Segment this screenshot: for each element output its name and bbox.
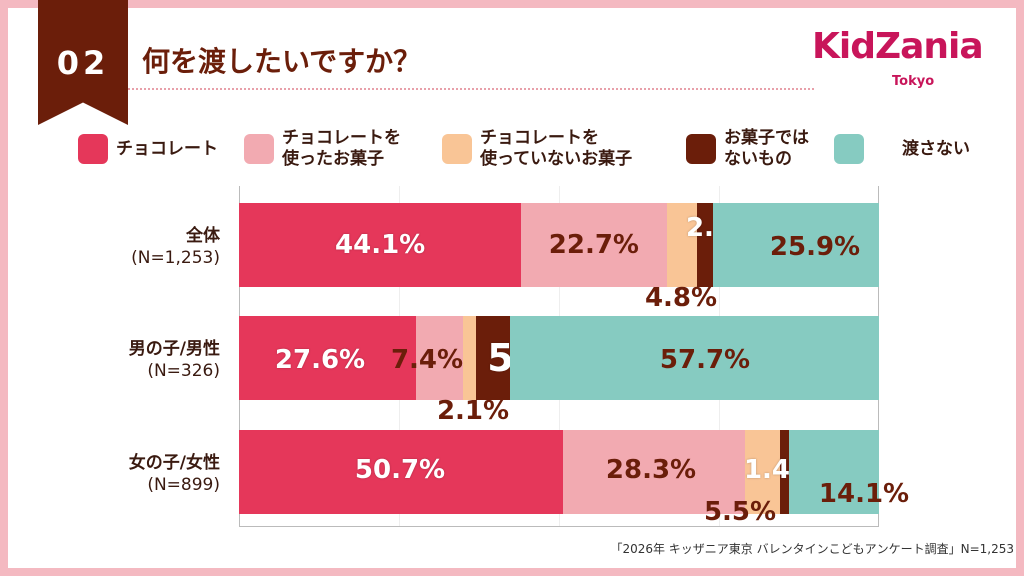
category-n: (N=899): [147, 475, 220, 495]
legend-item: お菓子では ないもの: [686, 128, 809, 170]
legend-label: チョコレートを 使ったお菓子: [282, 128, 401, 170]
data-label: 44.1%: [335, 230, 426, 260]
legend-label-line: 使っていないお菓子: [480, 149, 633, 169]
legend-item: チョコレートを 使っていないお菓子: [442, 128, 632, 170]
legend-label-line: 使ったお菓子: [282, 149, 384, 169]
bar-segment: [713, 203, 879, 287]
category-n: (N=1,253): [131, 248, 220, 268]
bar-segment: [239, 203, 522, 287]
category-n: (N=326): [147, 361, 220, 381]
bar-segment: [476, 316, 510, 400]
category-label: 女の子/女性 (N=899): [20, 452, 220, 496]
legend-swatch: [78, 134, 108, 164]
legend-item: 渡さない: [834, 128, 970, 170]
data-label: 25.9%: [769, 232, 861, 262]
legend-swatch: [834, 134, 864, 164]
category-name: 男の子/男性: [128, 339, 220, 359]
legend-item: チョコレートを 使ったお菓子: [244, 128, 401, 170]
category-name: 女の子/女性: [128, 453, 220, 473]
legend-label-line: チョコレートを: [480, 128, 599, 148]
bar-segment: [779, 430, 789, 514]
bar-segment: [239, 316, 416, 400]
data-label: 57.7%: [659, 345, 751, 375]
data-label: 14.1%: [818, 479, 910, 509]
legend-label: チョコレートを 使っていないお菓子: [480, 128, 632, 170]
legend-label-line: お菓子では: [724, 128, 809, 148]
data-label: 5.5%: [703, 497, 777, 527]
legend-label-line: 渡さない: [902, 138, 970, 159]
bar-segment: [463, 316, 477, 400]
category-label: 男の子/男性 (N=326): [20, 338, 220, 382]
page-title: 何を渡したいですか？: [142, 45, 422, 78]
bar-segment: [788, 430, 879, 514]
category-name: 全体: [186, 226, 220, 246]
legend-label-line: チョコレート: [116, 138, 218, 159]
legend-label-line: チョコレートを: [282, 128, 401, 148]
legend-label-line: ないもの: [724, 149, 792, 169]
question-number: 02: [56, 44, 110, 82]
category-label: 全体 (N=1,253): [20, 225, 220, 269]
bar-segment: [697, 203, 714, 287]
kidzania-logo: KidZania Tokyo: [812, 26, 1012, 96]
legend-label: 渡さない: [902, 139, 970, 160]
bar-segment: [415, 316, 463, 400]
data-label: 28.3%: [605, 455, 697, 485]
bar-segment: [744, 430, 780, 514]
legend-item: チョコレート: [78, 128, 218, 170]
bar-segment: [509, 316, 879, 400]
data-label: 4.8%: [644, 283, 718, 313]
data-label: 27.6%: [274, 345, 366, 375]
data-label: 7.4%: [390, 345, 464, 375]
logo-brand: KidZania: [812, 26, 984, 67]
legend-label: チョコレート: [116, 139, 218, 160]
legend-swatch: [244, 134, 274, 164]
bar-segment: [563, 430, 745, 514]
bar-segment: [239, 430, 564, 514]
logo-sub: Tokyo: [892, 74, 935, 89]
data-label: 2.1%: [436, 396, 510, 426]
data-label: 22.7%: [548, 230, 639, 260]
divider: [128, 88, 814, 90]
legend-swatch: [686, 134, 716, 164]
legend-swatch: [442, 134, 472, 164]
source-note: 「2026年 キッザニア東京 バレンタインこどもアンケート調査」N=1,253: [610, 542, 1014, 556]
data-label: 50.7%: [354, 455, 446, 485]
bar-segment: [521, 203, 667, 287]
legend-label: お菓子では ないもの: [724, 128, 809, 170]
bar-segment: [666, 203, 698, 287]
